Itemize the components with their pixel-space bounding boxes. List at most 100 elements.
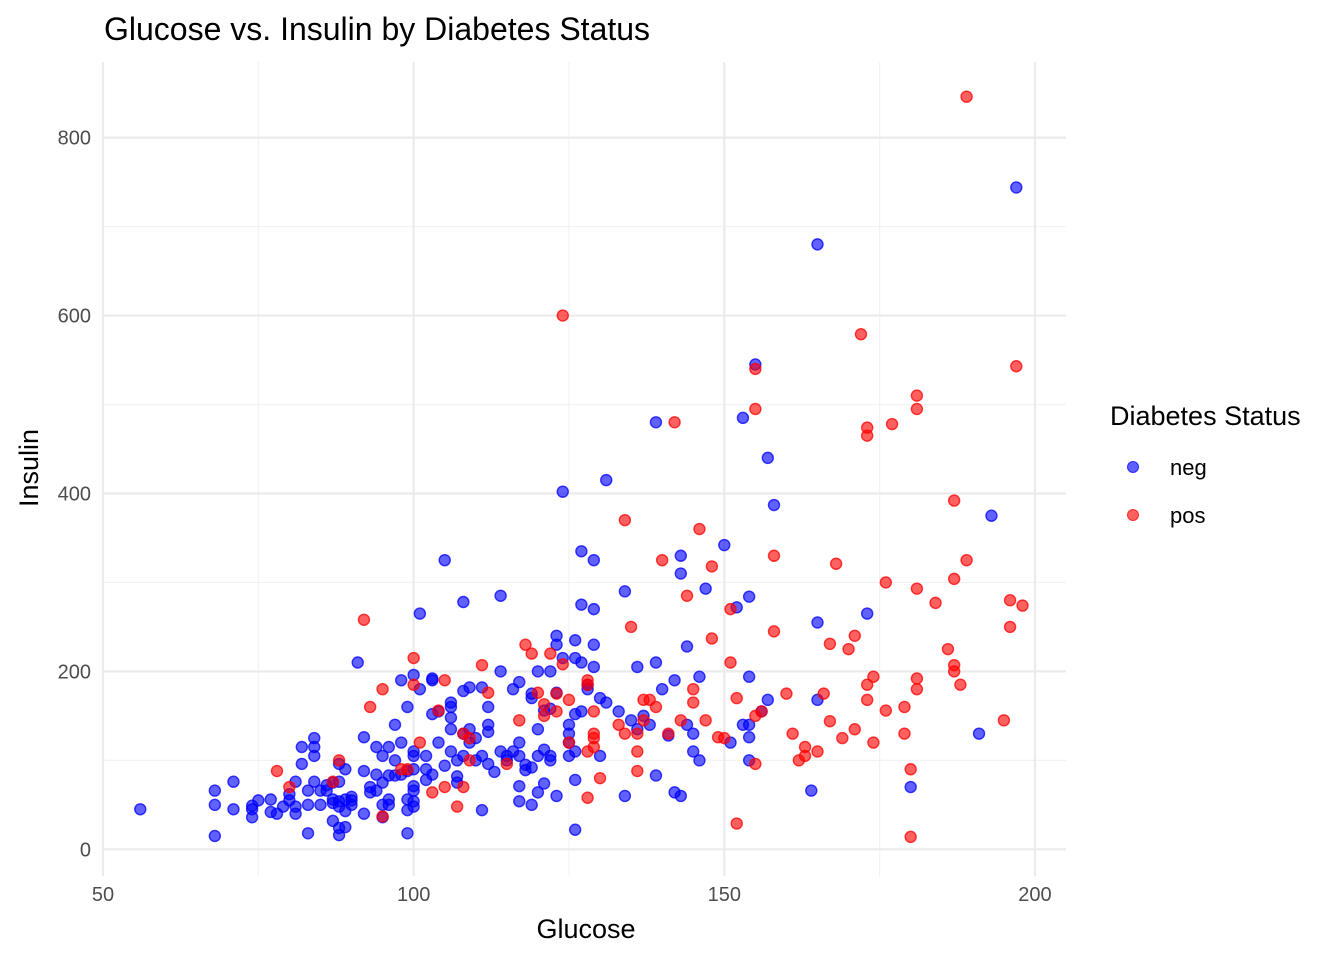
data-point-pos — [867, 736, 880, 749]
data-point-neg — [811, 616, 824, 629]
data-point-neg — [687, 745, 700, 758]
data-point-pos — [749, 402, 762, 416]
data-point-pos — [730, 691, 743, 705]
data-point-pos — [618, 727, 632, 740]
data-point-pos — [270, 764, 284, 778]
data-point-neg — [544, 749, 557, 763]
data-point-neg — [525, 798, 538, 812]
data-point-neg — [208, 798, 222, 812]
data-point-neg — [401, 700, 414, 714]
x-tick-label: 150 — [708, 884, 741, 906]
data-point-neg — [444, 711, 458, 724]
data-point-pos — [786, 727, 799, 740]
data-point-pos — [668, 416, 681, 429]
data-point-neg — [308, 731, 321, 745]
data-point-neg — [600, 696, 613, 709]
data-point-neg — [295, 740, 309, 754]
data-point-pos — [749, 757, 762, 771]
data-point-pos — [463, 754, 476, 767]
data-point-neg — [475, 803, 489, 817]
data-point-neg — [494, 665, 507, 678]
grid-lines — [101, 62, 1066, 876]
x-tick-label: 100 — [397, 884, 430, 906]
data-point-neg — [1010, 181, 1023, 194]
data-point-pos — [718, 731, 731, 745]
data-point-pos — [593, 771, 607, 785]
data-point-pos — [363, 700, 377, 714]
data-point-pos — [655, 553, 669, 567]
legend: Diabetes Status neg pos — [1110, 401, 1301, 528]
data-point-neg — [227, 775, 240, 788]
data-point-neg — [811, 238, 824, 251]
data-point-neg — [513, 749, 526, 763]
data-point-pos — [401, 763, 414, 776]
data-point-pos — [954, 678, 967, 691]
data-point-pos — [910, 402, 924, 416]
data-point-neg — [649, 416, 663, 429]
data-point-neg — [568, 634, 582, 647]
data-points — [134, 90, 1029, 844]
data-point-pos — [562, 736, 576, 749]
data-point-pos — [910, 682, 924, 696]
data-point-pos — [904, 830, 917, 844]
data-point-pos — [960, 553, 973, 567]
data-point-pos — [537, 698, 551, 711]
data-point-pos — [649, 700, 663, 714]
data-point-neg — [345, 790, 358, 804]
data-point-neg — [575, 598, 588, 611]
data-point-neg — [444, 696, 458, 709]
data-point-pos — [960, 90, 973, 103]
data-point-neg — [742, 718, 756, 731]
data-point-pos — [438, 780, 451, 794]
data-point-neg — [482, 700, 495, 714]
data-point-neg — [227, 803, 240, 816]
data-point-pos — [1016, 599, 1029, 612]
data-point-pos — [885, 417, 899, 431]
data-point-pos — [910, 582, 924, 595]
data-point-pos — [432, 704, 445, 717]
data-point-pos — [519, 638, 532, 651]
data-point-pos — [587, 705, 601, 718]
data-point-neg — [742, 731, 756, 744]
data-point-pos — [730, 817, 743, 830]
data-point-neg — [693, 754, 706, 767]
data-point-neg — [444, 745, 458, 758]
data-point-neg — [513, 675, 526, 689]
data-point-pos — [513, 714, 526, 727]
data-point-neg — [401, 827, 414, 840]
data-point-neg — [742, 590, 756, 603]
data-point-pos — [817, 687, 830, 700]
data-point-neg — [587, 638, 601, 651]
data-point-pos — [941, 642, 955, 656]
data-point-pos — [332, 754, 346, 767]
data-point-pos — [581, 674, 594, 687]
data-point-neg — [339, 820, 352, 834]
data-point-neg — [687, 727, 700, 740]
data-point-neg — [612, 705, 625, 718]
data-point-neg — [631, 660, 644, 674]
data-point-neg — [395, 674, 408, 687]
data-point-neg — [693, 670, 706, 683]
data-point-pos — [860, 429, 874, 442]
data-point-pos — [767, 549, 781, 562]
data-point-neg — [568, 745, 582, 758]
data-point-pos — [811, 745, 824, 758]
data-point-neg — [674, 567, 687, 580]
data-point-pos — [693, 522, 706, 536]
data-point-pos — [450, 800, 464, 813]
data-point-pos — [326, 775, 340, 788]
data-point-pos — [898, 727, 911, 740]
y-tick-label: 200 — [58, 661, 91, 683]
data-point-pos — [910, 389, 924, 402]
data-point-neg — [370, 784, 383, 797]
legend-key-neg — [1127, 461, 1139, 473]
data-point-neg — [301, 798, 315, 812]
data-point-neg — [624, 714, 638, 727]
data-point-pos — [631, 745, 644, 758]
data-point-neg — [482, 718, 495, 731]
legend-key-pos — [1127, 509, 1139, 521]
data-point-pos — [767, 625, 781, 638]
y-axis-title: Insulin — [14, 429, 44, 507]
data-point-neg — [674, 549, 687, 562]
